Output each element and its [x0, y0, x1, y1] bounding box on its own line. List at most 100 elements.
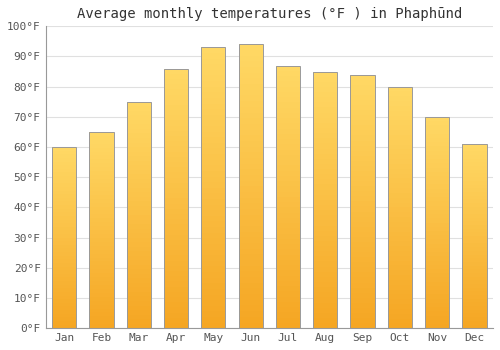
Bar: [462, 174, 486, 177]
Bar: [164, 162, 188, 167]
Bar: [238, 101, 263, 107]
Bar: [388, 116, 412, 120]
Bar: [313, 159, 338, 164]
Bar: [462, 324, 486, 328]
Bar: [201, 272, 226, 278]
Bar: [313, 318, 338, 323]
Bar: [90, 316, 114, 320]
Bar: [90, 258, 114, 261]
Bar: [90, 167, 114, 171]
Bar: [52, 281, 76, 285]
Bar: [425, 134, 449, 138]
Bar: [201, 294, 226, 300]
Bar: [350, 186, 374, 191]
Bar: [350, 131, 374, 135]
Bar: [388, 169, 412, 174]
Bar: [201, 323, 226, 328]
Bar: [126, 124, 151, 129]
Bar: [462, 229, 486, 232]
Bar: [313, 123, 338, 128]
Bar: [164, 89, 188, 94]
Bar: [462, 222, 486, 225]
Bar: [350, 100, 374, 105]
Bar: [164, 266, 188, 271]
Bar: [126, 133, 151, 138]
Bar: [350, 166, 374, 171]
Bar: [126, 188, 151, 193]
Bar: [52, 274, 76, 278]
Bar: [126, 324, 151, 328]
Bar: [313, 251, 338, 256]
Bar: [90, 289, 114, 293]
Bar: [90, 285, 114, 289]
Bar: [276, 149, 300, 155]
Bar: [350, 278, 374, 282]
Bar: [388, 198, 412, 203]
Bar: [388, 101, 412, 106]
Bar: [462, 214, 486, 218]
Bar: [425, 155, 449, 159]
Bar: [201, 266, 226, 272]
Bar: [126, 296, 151, 301]
Bar: [52, 190, 76, 194]
Bar: [276, 170, 300, 176]
Bar: [238, 124, 263, 130]
Bar: [90, 301, 114, 304]
Bar: [201, 283, 226, 289]
Bar: [462, 206, 486, 210]
Bar: [350, 120, 374, 125]
Bar: [276, 181, 300, 186]
Bar: [462, 273, 486, 276]
Bar: [164, 313, 188, 318]
Bar: [164, 292, 188, 297]
Bar: [238, 254, 263, 260]
Bar: [52, 267, 76, 270]
Bar: [313, 138, 338, 143]
Bar: [164, 204, 188, 209]
Bar: [164, 131, 188, 136]
Bar: [425, 269, 449, 273]
Bar: [90, 214, 114, 218]
Bar: [462, 218, 486, 222]
Bar: [350, 135, 374, 140]
Bar: [52, 194, 76, 198]
Bar: [238, 78, 263, 84]
Bar: [238, 112, 263, 118]
Bar: [90, 175, 114, 179]
Bar: [164, 173, 188, 177]
Bar: [462, 181, 486, 184]
Bar: [462, 254, 486, 258]
Bar: [164, 105, 188, 110]
Bar: [276, 202, 300, 207]
Bar: [313, 184, 338, 190]
Bar: [238, 73, 263, 78]
Bar: [313, 215, 338, 220]
Bar: [276, 92, 300, 97]
Bar: [313, 113, 338, 118]
Bar: [126, 147, 151, 152]
Bar: [164, 209, 188, 214]
Bar: [201, 47, 226, 53]
Bar: [276, 176, 300, 181]
Bar: [90, 324, 114, 328]
Bar: [201, 278, 226, 283]
Bar: [52, 154, 76, 158]
Bar: [90, 152, 114, 155]
Bar: [388, 265, 412, 270]
Bar: [126, 210, 151, 215]
Bar: [425, 214, 449, 218]
Bar: [201, 194, 226, 199]
Bar: [126, 278, 151, 283]
Bar: [126, 256, 151, 260]
Bar: [462, 251, 486, 254]
Bar: [388, 222, 412, 227]
Bar: [52, 314, 76, 317]
Bar: [126, 224, 151, 229]
Bar: [462, 196, 486, 199]
Bar: [164, 219, 188, 224]
Bar: [313, 282, 338, 287]
Bar: [350, 150, 374, 156]
Bar: [90, 144, 114, 148]
Bar: [90, 159, 114, 163]
Bar: [52, 198, 76, 201]
